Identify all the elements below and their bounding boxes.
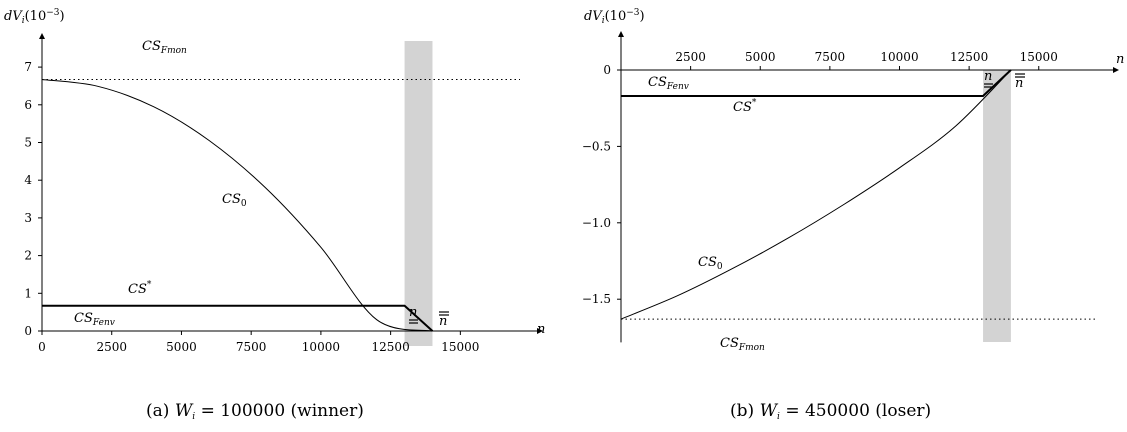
shaded-band	[983, 70, 1011, 342]
y-axis-label: dVi(10−3)	[584, 8, 645, 26]
y-ticks: 0 1 2 3 4 5 6 7	[24, 60, 42, 338]
n-underline-label: n	[984, 69, 992, 84]
y-tick-label: −1.5	[582, 292, 611, 306]
x-tick-label: 7500	[815, 50, 846, 64]
x-axis-label: n	[537, 322, 545, 337]
x-tick-label: 7500	[236, 340, 267, 354]
n-overline-label: n	[439, 314, 447, 329]
x-tick-label: 5000	[166, 340, 197, 354]
y-tick-label: 7	[24, 60, 32, 74]
x-ticks: 0 2500 5000 7500 10000 12500 15000	[38, 331, 479, 354]
caption-a: (a) Wi = 100000 (winner)	[146, 401, 364, 422]
cs-star-line	[621, 69, 1012, 97]
x-axis-arrow	[1113, 67, 1119, 73]
n-overline-label: n	[1015, 76, 1023, 91]
y-tick-label: −0.5	[582, 139, 611, 153]
y-tick-label: 0	[24, 324, 32, 338]
chart-b: 2500 5000 7500 10000 12500 15000 0 −0.5 −1.0 −1.…	[582, 8, 1125, 422]
cs-star-label: CS*	[733, 98, 757, 115]
x-tick-label: 12500	[372, 340, 410, 354]
y-ticks: 0 −0.5 −1.0 −1.5	[582, 63, 621, 306]
x-axis-label: n	[1116, 52, 1124, 67]
x-tick-label: 12500	[950, 50, 988, 64]
y-tick-label: −1.0	[582, 216, 611, 230]
x-tick-label: 5000	[745, 50, 776, 64]
x-axis-arrow	[537, 328, 543, 334]
cs0-label: CS0	[698, 255, 723, 272]
chart-a: 0 2500 5000 7500 10000 12500 15000 0 1 2 3 4 5 6 7 dV…	[4, 8, 545, 422]
cs0-label: CS0	[222, 192, 247, 209]
cs-star-label: CS*	[128, 280, 152, 297]
y-tick-label: 5	[24, 136, 32, 150]
x-tick-label: 15000	[1020, 50, 1058, 64]
y-tick-label: 3	[24, 211, 32, 225]
n-underline-label: n	[409, 305, 417, 320]
x-ticks: 2500 5000 7500 10000 12500 15000	[675, 50, 1058, 70]
x-tick-label: 10000	[302, 340, 340, 354]
shaded-band	[404, 41, 433, 346]
y-axis-arrow	[39, 33, 45, 39]
cs-fenv-label: CSFenv	[74, 311, 115, 328]
y-axis-label: dVi(10−3)	[4, 8, 65, 26]
cs0-curve	[620, 69, 1012, 320]
x-tick-label: 0	[38, 340, 46, 354]
y-tick-label: 4	[24, 173, 32, 187]
caption-b: (b) Wi = 450000 (loser)	[730, 401, 931, 422]
cs0-curve	[41, 79, 433, 332]
y-tick-label: 0	[603, 63, 611, 77]
cs-fmon-label: CSFmon	[142, 39, 187, 56]
cs-star-line	[42, 304, 434, 332]
x-tick-label: 15000	[441, 340, 479, 354]
x-tick-label: 10000	[880, 50, 918, 64]
y-axis-arrow	[618, 31, 624, 37]
x-tick-label: 2500	[675, 50, 706, 64]
cs-fmon-label: CSFmon	[720, 336, 765, 353]
y-tick-label: 6	[24, 98, 32, 112]
y-tick-label: 1	[24, 286, 32, 300]
x-tick-label: 2500	[96, 340, 127, 354]
y-tick-label: 2	[24, 249, 32, 263]
cs-fenv-label: CSFenv	[648, 75, 689, 92]
